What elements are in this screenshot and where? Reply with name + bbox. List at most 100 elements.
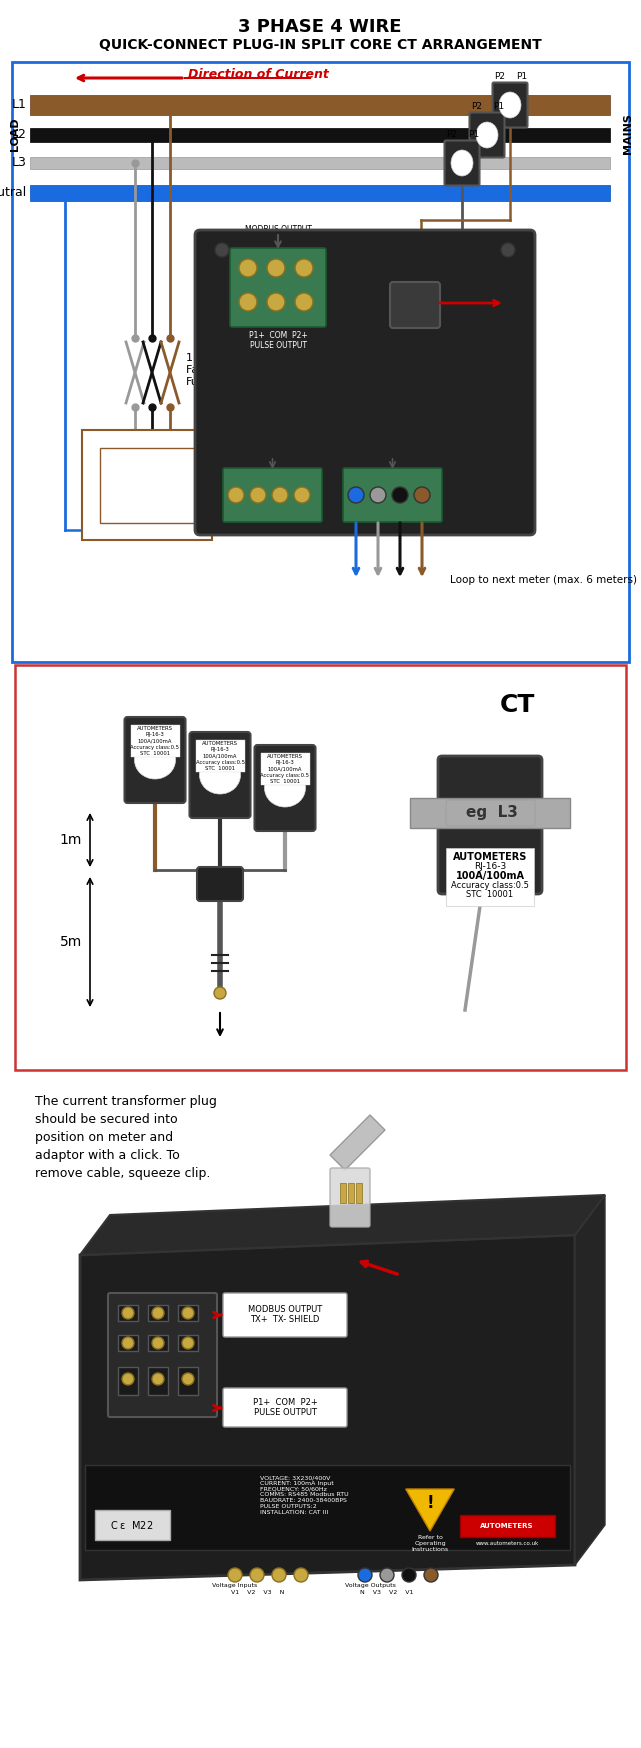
Text: $\mathregular{C\ \epsilon}$  M22: $\mathregular{C\ \epsilon}$ M22 <box>110 1519 154 1531</box>
FancyBboxPatch shape <box>195 231 535 535</box>
Circle shape <box>501 243 515 257</box>
Circle shape <box>392 488 408 503</box>
Text: P1: P1 <box>469 129 479 140</box>
Ellipse shape <box>451 150 473 177</box>
Circle shape <box>380 1568 394 1582</box>
Text: LOAD: LOAD <box>10 117 20 150</box>
Text: Voltage Inputs: Voltage Inputs <box>212 1584 258 1587</box>
Circle shape <box>152 1337 164 1349</box>
Polygon shape <box>575 1196 605 1564</box>
Circle shape <box>182 1337 194 1349</box>
Circle shape <box>267 259 285 276</box>
Bar <box>148 1335 168 1351</box>
Text: Neutral: Neutral <box>0 187 27 199</box>
Bar <box>178 1367 198 1395</box>
FancyBboxPatch shape <box>469 112 504 157</box>
Circle shape <box>215 243 229 257</box>
FancyBboxPatch shape <box>444 140 479 185</box>
Text: N    V3    V2    V1: N V3 V2 V1 <box>363 454 422 460</box>
Bar <box>82 430 212 540</box>
Bar <box>30 128 610 142</box>
Text: Refer to
Operating
Instructions: Refer to Operating Instructions <box>412 1535 449 1552</box>
Text: MAINS: MAINS <box>623 114 633 154</box>
Text: AUTOMETERS
RJ-16-3
100A/100mA
Accuracy class:0.5
STC  10001: AUTOMETERS RJ-16-3 100A/100mA Accuracy c… <box>196 741 244 771</box>
Text: P1: P1 <box>494 101 504 112</box>
Bar <box>356 1183 362 1203</box>
FancyBboxPatch shape <box>230 248 326 327</box>
Bar <box>148 1367 168 1395</box>
Circle shape <box>152 1308 164 1320</box>
Text: STC  10001: STC 10001 <box>467 890 513 898</box>
Polygon shape <box>80 1196 605 1255</box>
Bar <box>85 1465 570 1550</box>
Bar <box>12 61 629 662</box>
Text: RJ-16-3: RJ-16-3 <box>474 862 506 871</box>
FancyBboxPatch shape <box>492 82 528 128</box>
FancyBboxPatch shape <box>108 1294 217 1418</box>
Bar <box>410 799 570 829</box>
Text: V1    V2    V3    N: V1 V2 V3 N <box>242 454 303 460</box>
Text: Voltage Outputs: Voltage Outputs <box>345 1584 395 1587</box>
Circle shape <box>295 294 313 311</box>
Bar <box>100 447 195 523</box>
Text: Voltage Inputs: Voltage Inputs <box>245 442 300 451</box>
Ellipse shape <box>265 769 306 808</box>
Text: !: ! <box>426 1495 434 1512</box>
FancyBboxPatch shape <box>446 801 535 827</box>
Bar <box>118 1367 138 1395</box>
Ellipse shape <box>199 755 240 794</box>
Circle shape <box>294 488 310 503</box>
FancyBboxPatch shape <box>390 281 440 329</box>
Text: VOLTAGE: 3X230/400V
CURRENT: 100mA Input
FREQUENCY: 50/60Hz
COMMS: RS485 Modbus : VOLTAGE: 3X230/400V CURRENT: 100mA Input… <box>260 1475 349 1516</box>
Text: Voltage Outputs: Voltage Outputs <box>362 442 424 451</box>
FancyBboxPatch shape <box>190 732 251 818</box>
FancyBboxPatch shape <box>343 468 442 523</box>
Text: L2: L2 <box>12 129 27 142</box>
Polygon shape <box>80 1236 575 1580</box>
Bar <box>196 739 244 773</box>
Bar <box>260 753 310 785</box>
Circle shape <box>250 488 266 503</box>
Text: QUICK-CONNECT PLUG-IN SPLIT CORE CT ARRANGEMENT: QUICK-CONNECT PLUG-IN SPLIT CORE CT ARRA… <box>99 38 542 52</box>
Text: 1m: 1m <box>60 834 82 848</box>
FancyBboxPatch shape <box>197 867 243 900</box>
Circle shape <box>370 488 386 503</box>
Text: AUTOMETERS
RJ-16-3
100A/100mA
Accuracy class:0.5
STC  10001: AUTOMETERS RJ-16-3 100A/100mA Accuracy c… <box>131 725 179 755</box>
Text: Loop to next meter (max. 6 meters): Loop to next meter (max. 6 meters) <box>450 575 637 586</box>
FancyBboxPatch shape <box>223 1388 347 1426</box>
Text: MODBUS OUTPUT
TX+  TX-  SHIELD: MODBUS OUTPUT TX+ TX- SHIELD <box>245 225 312 245</box>
Circle shape <box>122 1372 134 1384</box>
Text: AUTOMETERS
RJ-16-3
100A/100mA
Accuracy class:0.5
STC  10001: AUTOMETERS RJ-16-3 100A/100mA Accuracy c… <box>260 753 310 783</box>
FancyBboxPatch shape <box>254 745 315 830</box>
FancyBboxPatch shape <box>223 1294 347 1337</box>
Circle shape <box>122 1308 134 1320</box>
Circle shape <box>424 1568 438 1582</box>
Circle shape <box>348 488 364 503</box>
Text: AUTOMETERS: AUTOMETERS <box>480 1523 534 1530</box>
Text: L1: L1 <box>12 98 27 112</box>
Bar <box>348 1183 354 1203</box>
Circle shape <box>182 1372 194 1384</box>
Text: CT: CT <box>500 692 535 717</box>
Text: Direction of Current: Direction of Current <box>188 68 329 80</box>
FancyBboxPatch shape <box>124 717 185 802</box>
Bar <box>118 1306 138 1321</box>
Bar <box>30 185 610 201</box>
Circle shape <box>250 1568 264 1582</box>
Bar <box>460 1516 555 1536</box>
FancyBboxPatch shape <box>438 755 542 893</box>
Bar <box>30 157 610 170</box>
Circle shape <box>239 259 257 276</box>
Text: 1 Amp
Fast Blow
Fuses: 1 Amp Fast Blow Fuses <box>186 353 238 386</box>
Circle shape <box>402 1568 416 1582</box>
Circle shape <box>358 1568 372 1582</box>
Text: 100A/100mA: 100A/100mA <box>456 871 524 881</box>
Text: MODBUS OUTPUT
TX+  TX- SHIELD: MODBUS OUTPUT TX+ TX- SHIELD <box>248 1306 322 1325</box>
Circle shape <box>295 259 313 276</box>
Text: The current transformer plug
should be secured into
position on meter and
adapto: The current transformer plug should be s… <box>35 1094 217 1180</box>
Ellipse shape <box>135 741 176 780</box>
Bar <box>30 94 610 115</box>
Bar <box>95 1510 170 1540</box>
Circle shape <box>267 294 285 311</box>
Circle shape <box>414 488 430 503</box>
